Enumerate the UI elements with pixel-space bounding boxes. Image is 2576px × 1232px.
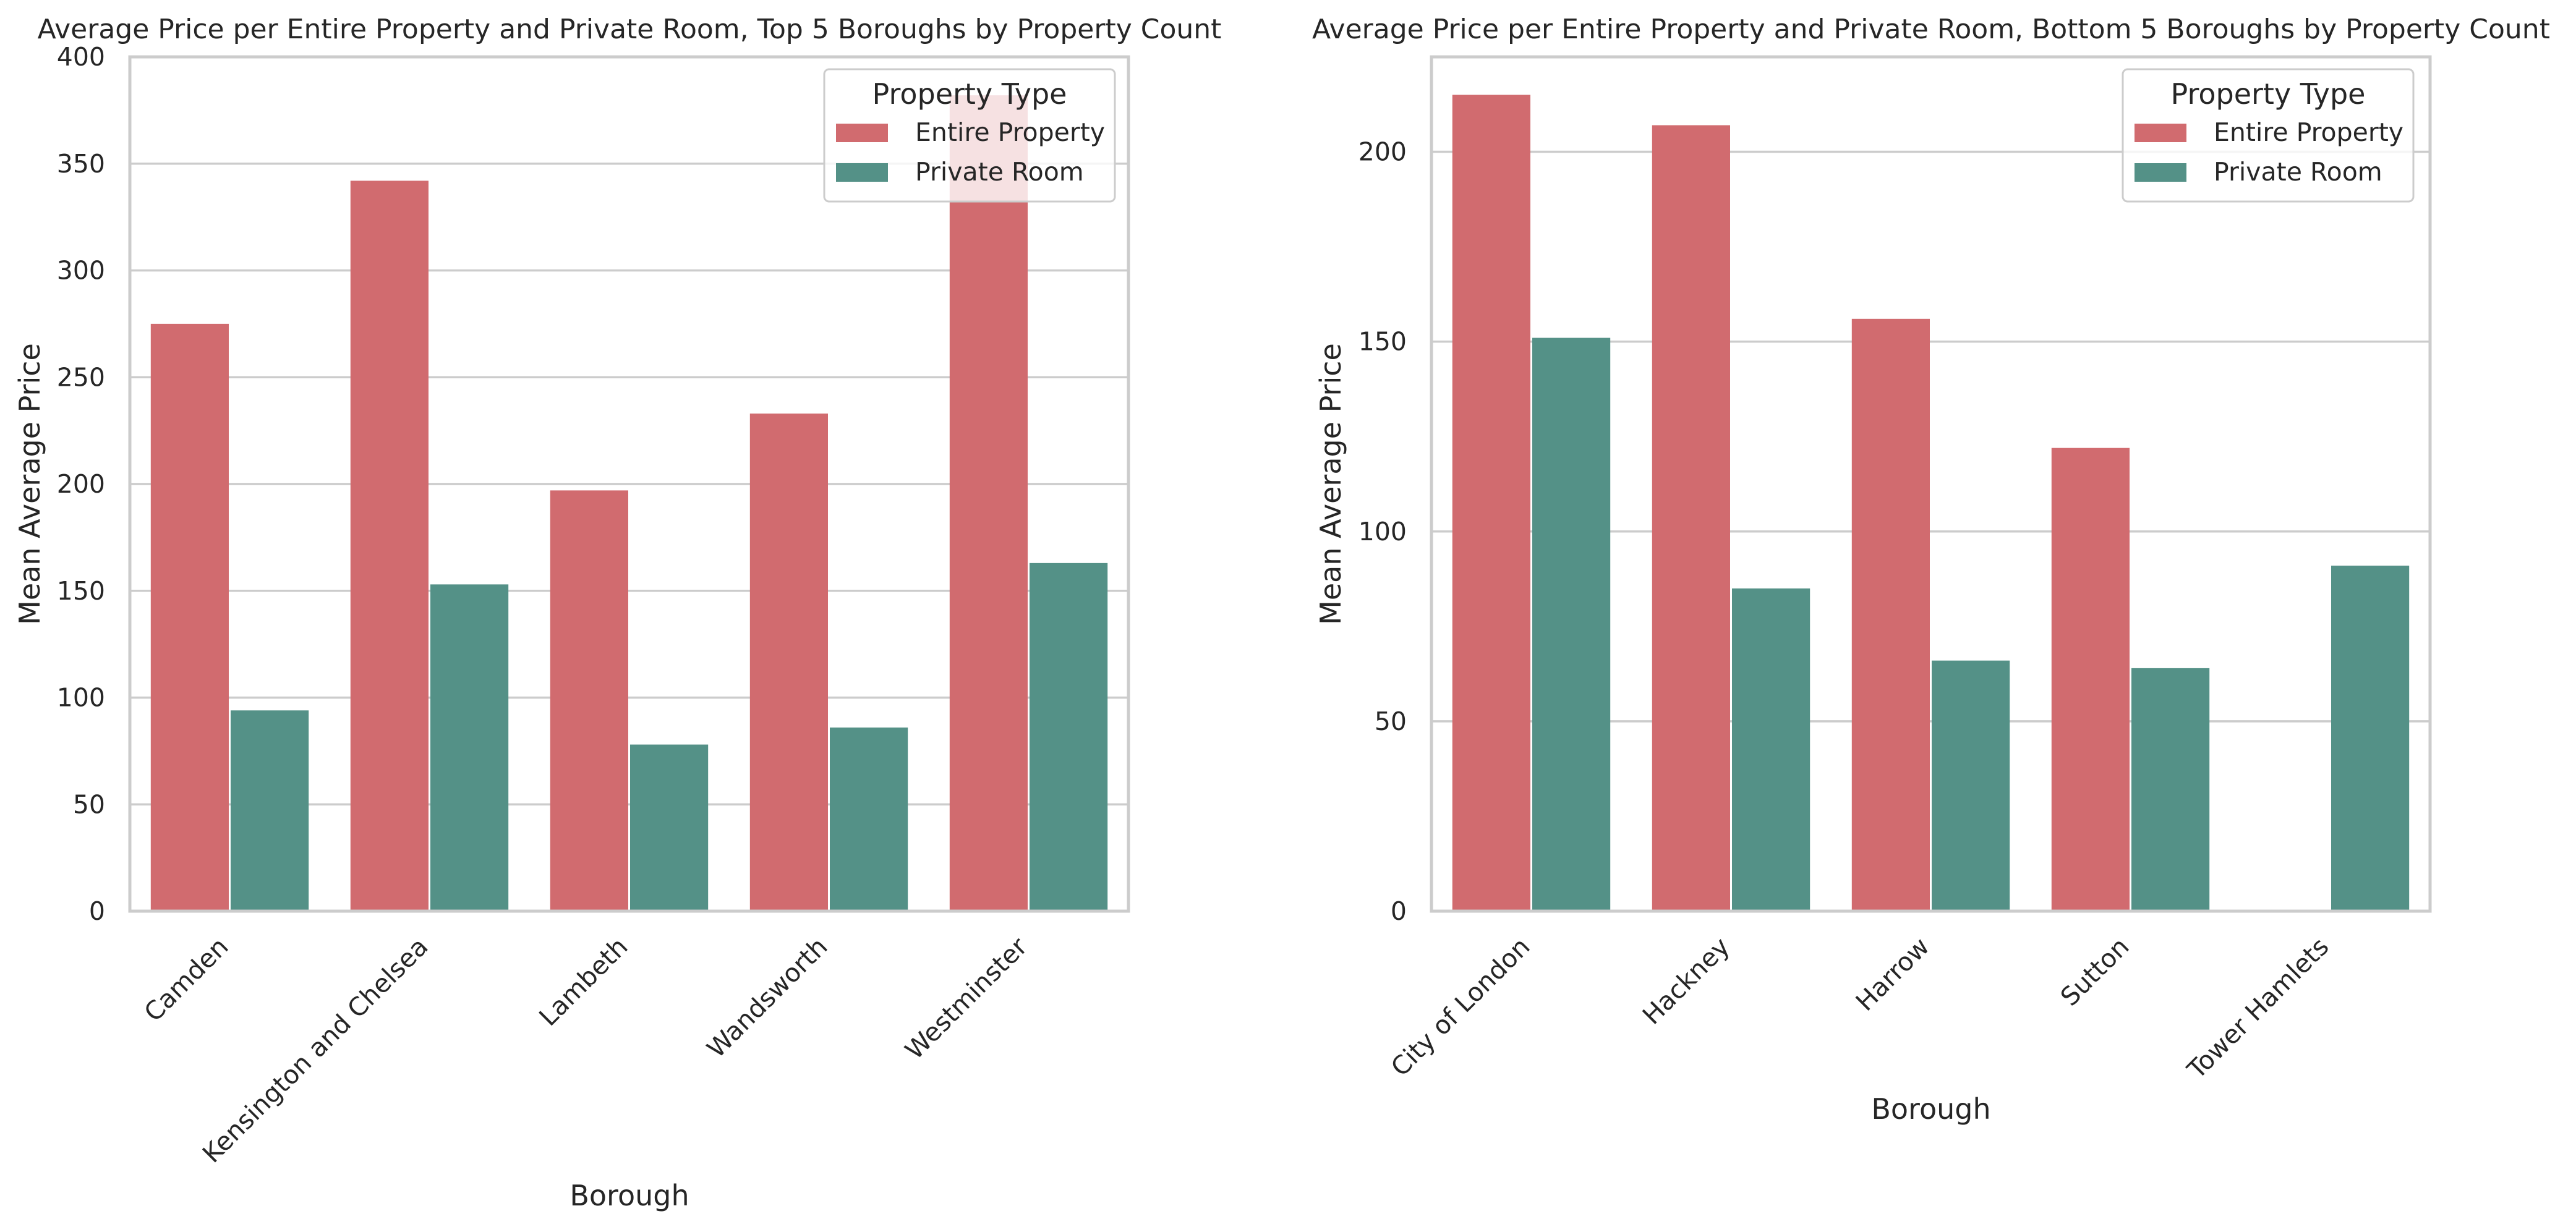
bar-private-room-wandsworth xyxy=(830,727,908,911)
y-tick-label: 400 xyxy=(57,42,105,72)
legend-label-entire-property: Entire Property xyxy=(2214,117,2403,147)
y-tick-label: 50 xyxy=(1375,707,1407,736)
gridlines xyxy=(130,163,1128,805)
bar-private-room-hackney xyxy=(1732,588,1810,911)
x-tick-label: Wandsworth xyxy=(701,932,834,1064)
bar-private-room-westminster xyxy=(1030,563,1108,911)
bar-private-room-lambeth xyxy=(630,744,709,911)
bar-private-room-camden xyxy=(231,710,309,911)
bar-private-room-city-of-london xyxy=(1532,338,1611,911)
bar-entire-property-hackney xyxy=(1652,125,1730,911)
bar-entire-property-kensington-and-chelsea xyxy=(350,181,429,911)
x-tick-label: Lambeth xyxy=(533,932,633,1032)
bar-entire-property-camden xyxy=(150,323,229,911)
x-tick-label: Kensington and Chelsea xyxy=(197,932,433,1168)
y-tick-label: 50 xyxy=(73,789,105,819)
legend: Property Type Entire Property Private Ro… xyxy=(2122,68,2415,203)
y-tick-label: 200 xyxy=(1358,137,1407,167)
y-tick-label: 0 xyxy=(89,896,105,926)
bar-entire-property-city-of-london xyxy=(1452,95,1530,911)
x-axis-label: Borough xyxy=(1871,1092,1990,1126)
top5-chart: Average Price per Entire Property and Pr… xyxy=(13,14,1221,1212)
x-tick-label: Tower Hamlets xyxy=(2181,932,2335,1085)
x-tick-label: Harrow xyxy=(1850,932,1935,1017)
x-tick-label: City of London xyxy=(1385,932,1535,1082)
legend-swatch-entire-property xyxy=(2135,124,2186,142)
legend-label-entire-property: Entire Property xyxy=(915,117,1105,147)
chart-title: Average Price per Entire Property and Pr… xyxy=(38,14,1222,45)
y-ticks: 0 50 100 150 200 250 300 350 400 xyxy=(57,42,105,926)
y-tick-label: 250 xyxy=(57,362,105,392)
legend-label-private-room: Private Room xyxy=(2214,157,2382,187)
bar-private-room-sutton xyxy=(2131,668,2210,911)
y-axis-label: Mean Average Price xyxy=(1314,343,1347,625)
bar-entire-property-harrow xyxy=(1851,318,1930,911)
y-tick-label: 0 xyxy=(1391,896,1407,926)
chart-title: Average Price per Entire Property and Pr… xyxy=(1312,14,2550,45)
y-tick-label: 100 xyxy=(1358,517,1407,546)
x-axis-label: Borough xyxy=(569,1179,689,1212)
legend: Property Type Entire Property Private Ro… xyxy=(823,68,1116,203)
bar-private-room-kensington-and-chelsea xyxy=(430,584,509,911)
legend-label-private-room: Private Room xyxy=(915,157,1084,187)
legend-box xyxy=(823,68,1116,203)
bar-entire-property-wandsworth xyxy=(749,413,828,911)
plot-frame xyxy=(128,55,1130,913)
legend-title: Property Type xyxy=(872,77,1067,111)
bars xyxy=(1452,95,2410,911)
legend-box xyxy=(2122,68,2415,203)
bar-entire-property-westminster xyxy=(949,95,1028,912)
y-ticks: 0 50 100 150 200 xyxy=(1358,137,1407,926)
legend-title: Property Type xyxy=(2171,77,2366,111)
y-axis-label: Mean Average Price xyxy=(13,343,46,625)
x-tick-label: Westminster xyxy=(899,932,1033,1065)
y-tick-label: 300 xyxy=(57,256,105,286)
legend-swatch-private-room xyxy=(2135,163,2186,182)
bar-entire-property-sutton xyxy=(2051,448,2130,911)
y-tick-label: 350 xyxy=(57,149,105,179)
x-tick-label: Sutton xyxy=(2055,932,2135,1012)
y-tick-label: 100 xyxy=(57,683,105,713)
bottom5-chart: Average Price per Entire Property and Pr… xyxy=(1312,14,2550,1126)
y-tick-label: 150 xyxy=(1358,327,1407,357)
y-tick-label: 200 xyxy=(57,469,105,499)
bar-private-room-harrow xyxy=(1932,660,2010,911)
legend-swatch-private-room xyxy=(836,163,888,182)
x-tick-label: Camden xyxy=(139,932,234,1027)
bar-entire-property-lambeth xyxy=(550,490,628,911)
plot-frame xyxy=(1430,55,2432,913)
x-ticks: City of London Hackney Harrow Sutton Tower H… xyxy=(1385,932,2334,1085)
bar-private-room-tower-hamlets xyxy=(2331,566,2410,911)
y-tick-label: 150 xyxy=(57,576,105,606)
bars xyxy=(150,95,1108,912)
legend-swatch-entire-property xyxy=(836,124,888,142)
x-tick-label: Hackney xyxy=(1637,932,1736,1030)
